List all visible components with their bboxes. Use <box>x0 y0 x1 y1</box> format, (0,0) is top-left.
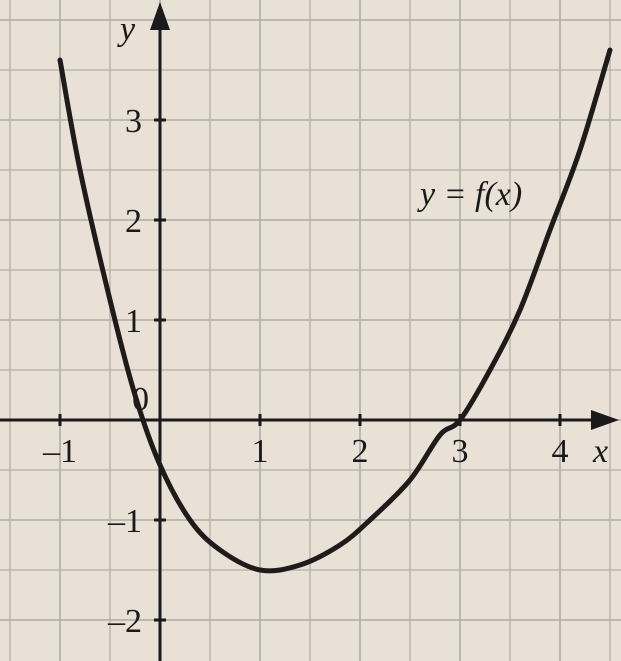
x-tick-label: 2 <box>352 433 369 470</box>
y-tick-label: 1 <box>125 303 142 340</box>
y-tick-label: 2 <box>125 203 142 240</box>
y-axis-label: y <box>117 11 136 48</box>
parabola-chart: yx0–11234321–1–2y = f(x) <box>0 0 621 661</box>
y-tick-label: 3 <box>125 103 142 140</box>
x-tick-label: 4 <box>552 433 569 470</box>
y-tick-label: –2 <box>107 603 142 640</box>
x-tick-label: 3 <box>452 433 469 470</box>
chart-svg: yx0–11234321–1–2y = f(x) <box>0 0 621 661</box>
x-axis-label: x <box>592 433 608 470</box>
x-tick-label: 1 <box>252 433 269 470</box>
x-tick-label: –1 <box>42 433 77 470</box>
curve-label: y = f(x) <box>417 176 522 213</box>
y-tick-label: –1 <box>107 503 142 540</box>
